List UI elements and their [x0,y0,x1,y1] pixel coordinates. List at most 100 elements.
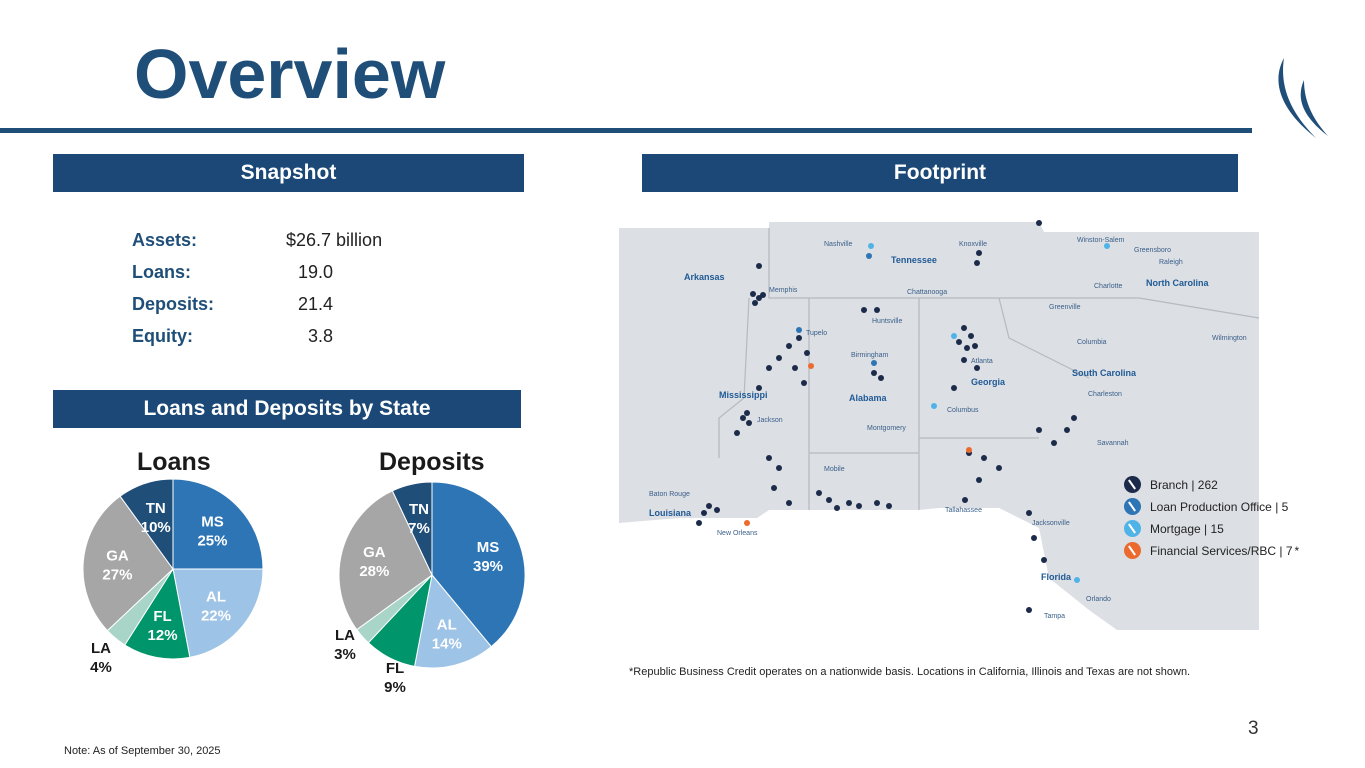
city-label: Charleston [1088,391,1122,398]
city-label: Columbia [1077,339,1107,346]
city-label: Chattanooga [907,289,947,296]
state-label-arkansas: Arkansas [684,272,725,282]
pie-value-label: 12% [148,627,178,644]
city-label: Winston-Salem [1077,237,1125,244]
pie-slice-ms [172,478,264,570]
pie-category-label: MS [201,514,224,531]
city-label: Knoxville [959,241,987,248]
loan-office-icon [1124,498,1141,515]
pie-slice-ga [338,490,433,631]
company-logo [1278,58,1328,138]
pie-slice-tn [391,481,433,576]
state-label-florida: Florida [1041,572,1072,582]
pie-value-label: 4% [90,659,112,676]
footnote-marker: * [1294,543,1300,558]
city-label: Montgomery [867,425,906,432]
city-label: Huntsville [872,318,902,325]
loans-value: 19.0 [298,262,334,282]
city-label: Charlotte [1094,283,1123,290]
equity-value: 3.8 [308,326,334,346]
footprint-banner: Footprint [642,154,1238,192]
pie-category-label: AL [437,617,457,634]
city-label: Raleigh [1159,259,1183,266]
state-label-georgia: Georgia [971,377,1006,387]
date-note: Note: As of September 30, 2025 [64,745,221,757]
deposits-value: 21.4 [298,294,334,314]
city-label: Wilmington [1212,335,1247,342]
legend-item-loan-office: Loan Production Office | 5 [1124,498,1288,515]
legend-item-branch: Branch | 262 [1124,476,1218,493]
pie-value-label: 39% [473,558,503,575]
legend-label: Mortgage | 15 [1150,521,1224,536]
city-label: Tupelo [806,330,827,337]
pie-value-label: 7% [408,520,430,537]
state-label-south-carolina: South Carolina [1072,368,1137,378]
pie-slice-ms [431,481,526,648]
pie-category-label: TN [409,501,429,518]
pie-category-label: MS [477,539,500,556]
assets-label: Assets: [132,230,198,250]
city-label: Mobile [824,466,845,473]
city-label: Tampa [1044,613,1065,620]
pie-category-label: GA [363,544,386,561]
pie-category-label: LA [335,627,355,644]
pie-value-label: 9% [384,679,406,696]
city-label: New Orleans [717,530,758,537]
city-label: Columbus [947,407,979,414]
assets-value: $26.7 billion [286,230,383,250]
pie-slice-tn [119,478,174,571]
legend-label: Financial Services/RBC | 7 [1150,543,1293,558]
pie-value-label: 22% [201,608,231,625]
pie-category-label: AL [206,589,226,606]
legend-label: Branch | 262 [1150,477,1218,492]
pie-value-label: 27% [102,567,132,584]
deposits-chart-title: Deposits [379,448,485,476]
city-label: Tallahassee [945,507,982,514]
legend-label: Loan Production Office | 5 [1150,499,1289,514]
pie-slice-al [413,573,492,669]
state-label-north-carolina: North Carolina [1146,278,1209,288]
branch-icon [1124,476,1141,493]
city-label: Jackson [757,417,783,424]
city-label: Nashville [824,241,853,248]
pie-value-label: 3% [334,646,356,663]
pie-value-label: 28% [359,563,389,580]
deposits-label: Deposits: [132,294,215,314]
pie-category-label: GA [106,548,129,565]
state-label-mississippi: Mississippi [719,390,768,400]
pie-category-label: TN [146,500,166,517]
financial-services-icon [1124,542,1141,559]
pie-slice-al [172,568,264,658]
pie-value-label: 14% [432,636,462,653]
city-label: Orlando [1086,596,1111,603]
state-label-tennessee: Tennessee [891,255,937,265]
pie-category-label: LA [91,640,111,657]
pie-slice-ga [82,495,174,632]
city-label: Greensboro [1134,247,1171,254]
city-label: Jacksonville [1032,520,1070,527]
pie-value-label: 10% [141,519,171,536]
loans-label: Loans: [132,262,192,282]
city-label: Atlanta [971,358,993,365]
title-rule [0,128,1252,133]
loans-chart-title: Loans [137,448,211,476]
city-label: Greenville [1049,304,1081,311]
city-label: Birmingham [851,352,889,359]
footprint-map: Arkansas Tennessee North Carolina Missis… [619,220,1259,630]
mortgage-icon [1124,520,1141,537]
pie-category-label: FL [153,608,171,625]
city-label: Savannah [1097,440,1129,447]
state-banner: Loans and Deposits by State [53,390,521,428]
city-label: Baton Rouge [649,491,690,498]
pie-value-label: 25% [197,533,227,550]
page-title: Overview [134,35,446,113]
state-label-alabama: Alabama [849,393,888,403]
pie-slice-fl [124,567,191,660]
pie-category-label: FL [386,660,404,677]
legend-item-financial-services: Financial Services/RBC | 7 * [1124,542,1299,559]
equity-label: Equity: [132,326,193,346]
state-label-louisiana: Louisiana [649,508,692,518]
city-label: Memphis [769,287,798,294]
